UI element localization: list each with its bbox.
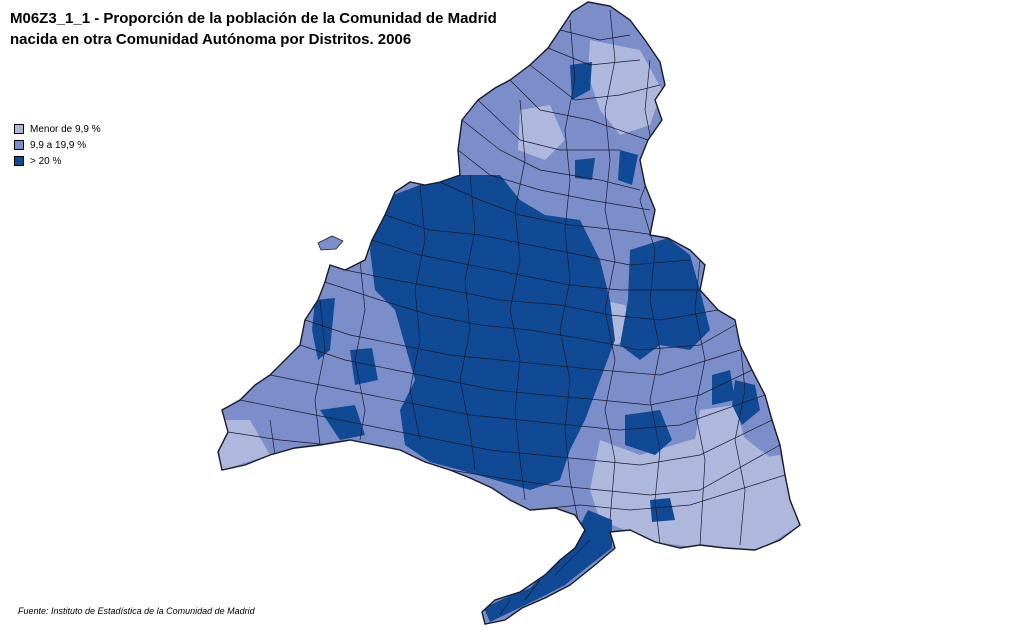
district-west-high xyxy=(312,298,335,360)
map-title-line-2: nacida en otra Comunidad Autónoma por Di… xyxy=(10,31,412,48)
district-central-high xyxy=(370,175,615,490)
map-title-line-1: M06Z3_1_1 - Proporción de la población d… xyxy=(10,10,497,27)
district-north-high xyxy=(570,62,592,100)
legend-item-mid: 9,9 a 19,9 % xyxy=(14,137,101,153)
district-sw-high xyxy=(320,405,365,440)
legend-label-mid: 9,9 a 19,9 % xyxy=(30,139,87,151)
legend-swatch-high xyxy=(14,156,24,166)
legend-item-high: > 20 % xyxy=(14,153,101,169)
district-west-high-2 xyxy=(350,348,378,385)
district-se-high xyxy=(625,410,672,455)
district-se-high-2 xyxy=(650,498,675,522)
legend-label-high: > 20 % xyxy=(30,155,62,167)
district-ne-high xyxy=(618,150,638,185)
map-title: M06Z3_1_1 - Proporción de la población d… xyxy=(10,8,630,50)
legend-swatch-low xyxy=(14,124,24,134)
district-boundaries xyxy=(227,9,786,616)
district-east-high-2 xyxy=(712,370,735,405)
district-north-light xyxy=(588,40,662,135)
district-far-east-high xyxy=(732,380,760,425)
district-se-light-2 xyxy=(695,405,745,465)
legend-item-low: Menor de 9,9 % xyxy=(14,121,101,137)
legend: Menor de 9,9 % 9,9 a 19,9 % > 20 % xyxy=(14,121,101,169)
enclave-district xyxy=(317,235,344,251)
district-west-light xyxy=(218,420,270,470)
district-east-high xyxy=(620,238,710,360)
legend-swatch-mid xyxy=(14,140,24,150)
district-north-light-2 xyxy=(518,105,565,160)
district-se-light-3 xyxy=(745,455,792,520)
legend-label-low: Menor de 9,9 % xyxy=(30,123,101,135)
source-note: Fuente: Instituto de Estadística de la C… xyxy=(18,606,255,616)
district-north-high-2 xyxy=(575,158,595,180)
